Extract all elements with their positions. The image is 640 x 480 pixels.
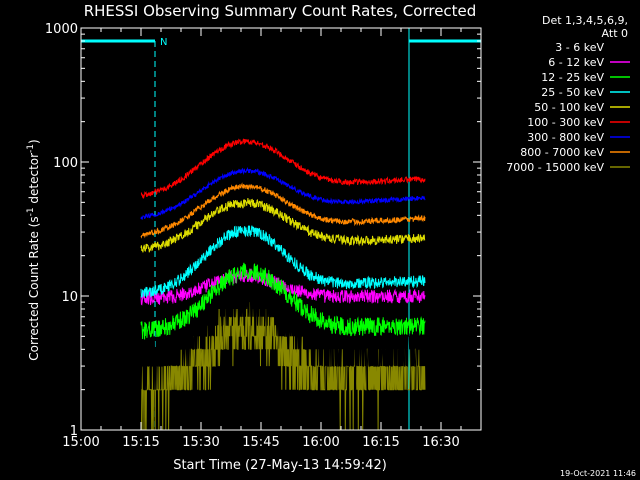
y-axis-label-part: Corrected Count Rate (s: [27, 216, 41, 360]
legend-entry-label: 12 - 25 keV: [541, 71, 604, 84]
x-tick-label: 15:15: [122, 435, 159, 450]
legend-entry-label: 300 - 800 keV: [527, 131, 604, 144]
x-tick-label: 16:15: [362, 435, 399, 450]
y-tick-label: 10: [61, 290, 78, 305]
night-marker-label: N: [160, 37, 167, 48]
chart-title: RHESSI Observing Summary Count Rates, Co…: [84, 2, 477, 20]
legend-entry-label: 25 - 50 keV: [541, 86, 604, 99]
y-axis-label-part: ): [27, 139, 41, 144]
legend-entry-label: 100 - 300 keV: [527, 116, 604, 129]
series-line: [140, 166, 426, 220]
x-tick-label: 15:00: [62, 435, 99, 450]
x-tick-label: 15:30: [182, 435, 219, 450]
legend: Det 1,3,4,5,6,9,Att 03 - 6 keV 6 - 12 keV…: [506, 14, 630, 174]
y-axis-label-superscript: -1: [26, 144, 36, 153]
footer-timestamp: 19-Oct-2021 11:46: [560, 469, 636, 478]
axes: 15:00 15:15 15:30 15:45 16:00 16:15 16:30 1 10 10…: [45, 22, 482, 450]
legend-header-line: Att 0: [602, 27, 628, 40]
series-line: [140, 268, 426, 391]
series-line: [140, 198, 426, 253]
series-line: [140, 182, 426, 239]
y-tick-label: 100: [53, 156, 78, 171]
series-line: [140, 138, 426, 200]
plot-area: N: [81, 28, 481, 431]
y-axis-label-superscript: -1: [26, 207, 36, 216]
x-tick-label: 16:30: [422, 435, 459, 450]
x-tick-label: 16:00: [302, 435, 339, 450]
legend-entry-label: 800 - 7000 keV: [520, 146, 604, 159]
series-line: [140, 225, 426, 298]
y-tick-label: 1000: [45, 22, 78, 37]
legend-entry-label: 3 - 6 keV: [555, 41, 604, 54]
x-axis-label: Start Time (27-May-13 14:59:42): [173, 458, 387, 473]
x-tick-label: 15:45: [242, 435, 279, 450]
y-tick-label: 1: [70, 424, 78, 439]
y-axis-label: Corrected Count Rate (s-1 detector-1): [26, 139, 41, 360]
legend-entry-label: 7000 - 15000 keV: [506, 161, 604, 174]
series-line: [140, 262, 426, 340]
legend-header-line: Det 1,3,4,5,6,9,: [542, 14, 628, 27]
legend-entry-label: 6 - 12 keV: [548, 56, 604, 69]
legend-entry-label: 50 - 100 keV: [534, 101, 604, 114]
y-axis-label-part: detector: [27, 153, 41, 208]
